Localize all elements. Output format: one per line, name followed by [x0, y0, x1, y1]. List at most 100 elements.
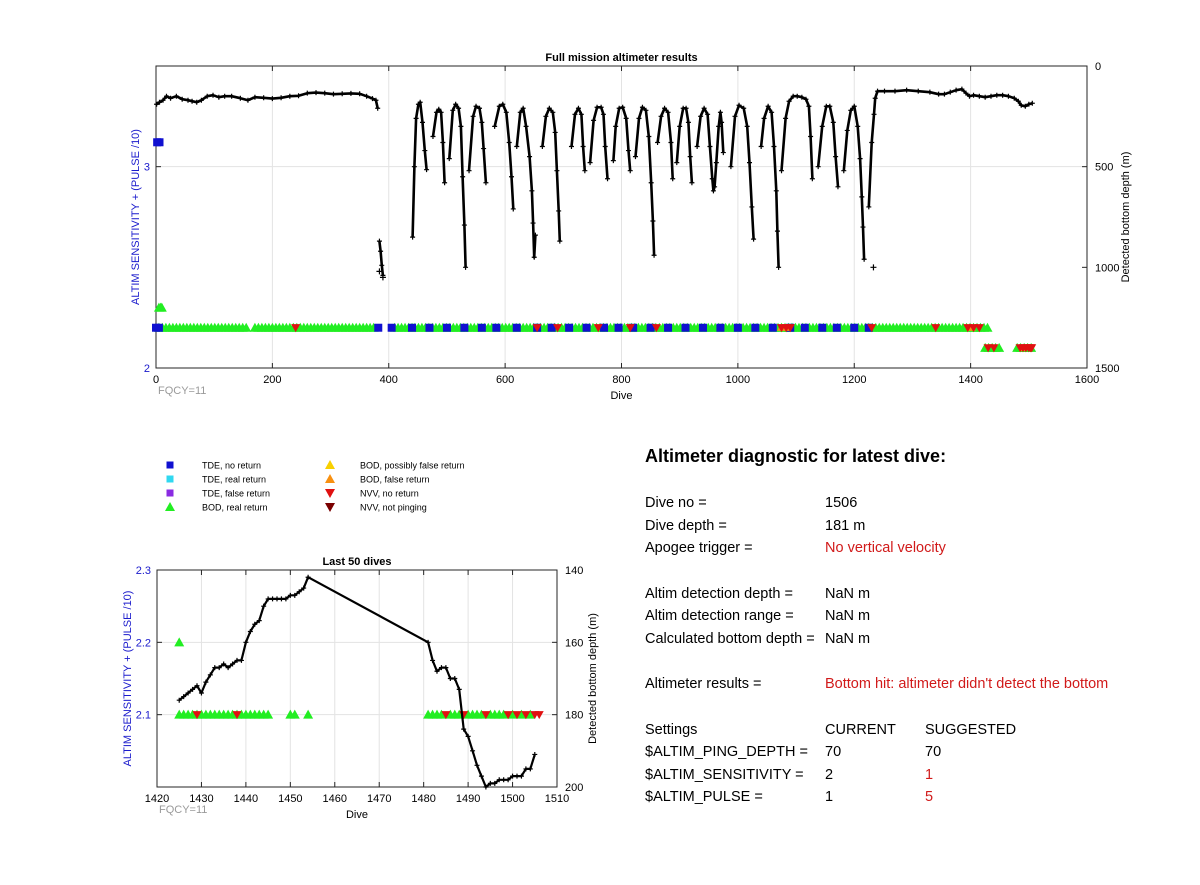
- bod-real-return-marker: [994, 342, 1005, 352]
- bottom-depth-point: [892, 88, 898, 94]
- dive-no-label: Dive no =: [645, 495, 707, 511]
- bottom-depth-point: [509, 174, 515, 180]
- bottom-depth-point: [453, 101, 459, 107]
- nvv-no-return-marker: [532, 324, 542, 333]
- bottom-depth-point: [620, 104, 626, 110]
- bottom-depth-point: [168, 95, 174, 101]
- nvv-no-return-marker: [974, 324, 984, 333]
- bottom-depth-point: [430, 133, 436, 139]
- bottom-depth-point: [287, 93, 293, 99]
- bod-real-return-marker: [303, 709, 314, 719]
- bottom-depth-point: [819, 123, 825, 129]
- tde-no-return-marker: [512, 323, 521, 332]
- y2-tick-label: 1500: [1095, 363, 1119, 375]
- bottom-depth-point: [261, 603, 267, 609]
- setting-name: $ALTIM_SENSITIVITY =: [645, 766, 804, 783]
- bottom-depth-point: [514, 773, 520, 779]
- bottom-depth-point: [841, 168, 847, 174]
- bottom-depth-point: [827, 103, 833, 109]
- bottom-depth-point: [185, 690, 191, 696]
- bottom-depth-point: [720, 150, 726, 156]
- bottom-depth-point: [531, 254, 537, 260]
- bottom-depth-point: [552, 129, 558, 135]
- bottom-depth-point: [176, 697, 182, 703]
- bottom-depth-point: [598, 104, 604, 110]
- bottom-depth-point: [728, 164, 734, 170]
- x-tick-label: 600: [496, 374, 514, 386]
- setting-suggested: 1: [925, 766, 934, 783]
- nvv-no-return-marker: [785, 324, 795, 333]
- bottom-depth-point: [543, 113, 549, 119]
- bottom-depth-point: [786, 98, 792, 104]
- dive-no-value: 1506: [825, 495, 858, 511]
- x-tick-label: 200: [263, 374, 281, 386]
- bottom-depth-point: [417, 99, 423, 105]
- bottom-depth-point: [466, 168, 472, 174]
- bottom-depth-point: [446, 156, 452, 162]
- bottom-depth-point: [474, 762, 480, 768]
- altimeter-results-value: Bottom hit: altimeter didn't detect the …: [825, 676, 1109, 692]
- bottom-depth-point: [411, 164, 417, 170]
- bottom-depth-point: [348, 90, 354, 96]
- bottom-depth-line: [467, 105, 488, 183]
- plot-frame: [156, 569, 558, 788]
- bottom-depth-point: [677, 123, 683, 129]
- nvv-no-return-marker: [441, 711, 451, 720]
- bottom-depth-point: [713, 160, 719, 166]
- bottom-depth-point: [477, 105, 483, 111]
- bottom-depth-point: [496, 103, 502, 109]
- bottom-depth-point: [487, 780, 493, 786]
- y2-tick-label: 140: [565, 565, 583, 577]
- nvv-no-return-marker: [651, 324, 661, 333]
- chart-title: Last 50 dives: [322, 556, 391, 568]
- bottom-depth-point: [971, 92, 977, 98]
- bod-real-return-marker: [289, 709, 300, 719]
- tde-no-return-marker: [864, 323, 873, 332]
- bod-real-return-marker: [525, 709, 536, 719]
- y2-tick-label: 0: [1095, 61, 1101, 73]
- bottom-depth-point: [716, 123, 722, 129]
- y2-tick-label: 160: [565, 637, 583, 649]
- bottom-depth-point: [546, 105, 552, 111]
- bottom-depth-point: [600, 111, 606, 117]
- bottom-depth-point: [410, 234, 416, 240]
- bottom-depth-point: [815, 164, 821, 170]
- bottom-depth-point: [963, 90, 969, 96]
- setting-current: 1: [825, 789, 834, 805]
- y-axis-label: ALTIM SENSITIVITY + (PULSE /10): [122, 591, 134, 767]
- bottom-depth-point: [433, 109, 439, 115]
- bottom-depth-point: [252, 94, 258, 100]
- bottom-depth-line: [515, 107, 537, 259]
- setting-current: 70: [825, 744, 842, 760]
- altimeter-results-row: Altimeter results = Bottom hit: altimete…: [645, 676, 1185, 699]
- bottom-depth-point: [527, 766, 533, 772]
- x-axis-label: Dive: [610, 390, 632, 402]
- bottom-depth-point: [765, 103, 771, 109]
- bottom-depth-point: [1018, 102, 1024, 108]
- bottom-depth-point: [582, 168, 588, 174]
- bottom-depth-point: [665, 109, 671, 115]
- bod-real-return-marker: [982, 322, 993, 332]
- bottom-depth-point: [941, 91, 947, 97]
- fqcy-annotation: FQCY=11: [158, 385, 206, 397]
- bottom-depth-point: [578, 111, 584, 117]
- altim-detection-depth-value: NaN m: [825, 585, 871, 602]
- bottom-depth-point: [379, 262, 385, 268]
- bottom-depth-point: [707, 144, 713, 150]
- bottom-depth-point: [648, 180, 654, 186]
- bottom-depth-point: [156, 99, 162, 105]
- bottom-depth-series: [154, 86, 1035, 281]
- legend-label: TDE, false return: [202, 489, 270, 499]
- bottom-depth-point: [685, 119, 691, 125]
- bottom-depth-point: [287, 592, 293, 598]
- bottom-depth-point: [747, 160, 753, 166]
- y-tick-label: 2.3: [136, 565, 151, 577]
- tde-no-return-marker: [698, 323, 707, 332]
- bottom-depth-point: [835, 184, 841, 190]
- bottom-depth-point: [1011, 95, 1017, 101]
- bottom-depth-point: [627, 168, 633, 174]
- bottom-depth-line: [448, 103, 467, 268]
- tde-no-return-marker: [600, 323, 609, 332]
- bottom-depth-point: [694, 144, 700, 150]
- bottom-depth-point: [882, 88, 888, 94]
